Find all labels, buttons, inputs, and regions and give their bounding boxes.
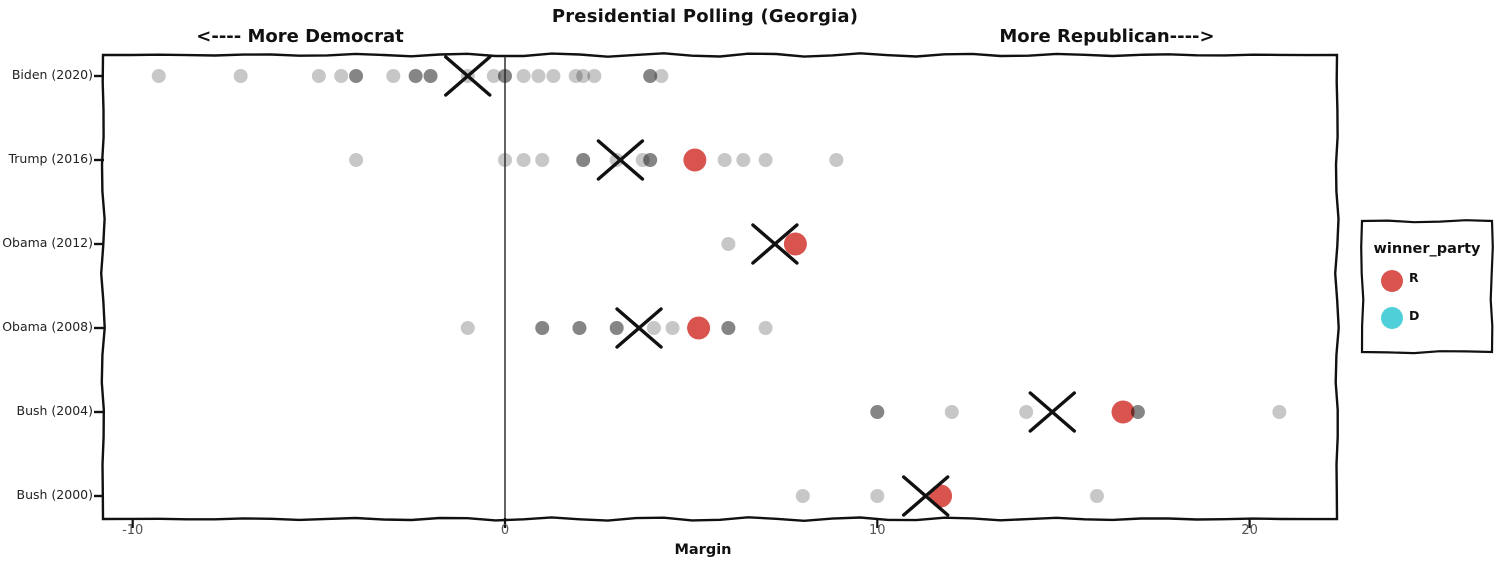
legend-swatch-d bbox=[1381, 307, 1403, 329]
annotation-more-republican: More Republican----> bbox=[999, 26, 1215, 47]
y-axis-label: Biden (2020) bbox=[11, 67, 93, 82]
legend-label-r: R bbox=[1409, 270, 1419, 285]
poll-dot bbox=[944, 405, 959, 419]
poll-dot bbox=[635, 153, 650, 167]
poll-average-x-marker bbox=[751, 223, 799, 265]
legend-label-d: D bbox=[1409, 308, 1420, 323]
legend-title: winner_party bbox=[1373, 241, 1481, 257]
poll-dot bbox=[386, 69, 401, 83]
poll-dot bbox=[576, 153, 591, 167]
poll-dot bbox=[408, 69, 423, 83]
poll-dot bbox=[1272, 405, 1287, 419]
y-axis-label: Bush (2000) bbox=[16, 487, 93, 502]
poll-average-x-marker bbox=[901, 475, 950, 517]
chart-title: Presidential Polling (Georgia) bbox=[551, 6, 859, 27]
x-axis-tick-label: 0 bbox=[500, 523, 510, 538]
y-axis-label: Obama (2008) bbox=[2, 319, 93, 334]
poll-dot bbox=[334, 69, 349, 83]
poll-dot bbox=[1019, 405, 1034, 419]
x-axis-tick-label: -10 bbox=[122, 523, 144, 538]
poll-dot bbox=[758, 321, 773, 335]
poll-average-x-marker bbox=[615, 307, 663, 349]
poll-dot bbox=[576, 69, 591, 83]
poll-dot bbox=[1089, 489, 1104, 503]
poll-dot bbox=[535, 153, 550, 167]
poll-dot bbox=[516, 69, 531, 83]
poll-dot bbox=[643, 153, 658, 167]
result-dot bbox=[1111, 400, 1135, 424]
poll-dot bbox=[486, 69, 501, 83]
poll-average-x-marker bbox=[596, 139, 645, 181]
y-axis-label: Obama (2012) bbox=[2, 235, 93, 250]
poll-dot bbox=[349, 69, 364, 83]
poll-dot bbox=[349, 153, 364, 167]
poll-dot bbox=[829, 153, 844, 167]
result-dot bbox=[683, 148, 707, 172]
poll-dot bbox=[643, 69, 658, 83]
result-dot bbox=[687, 316, 711, 340]
poll-dot bbox=[609, 321, 624, 335]
y-axis-label: Bush (2004) bbox=[16, 403, 93, 418]
poll-dot bbox=[423, 69, 438, 83]
x-axis-title: Margin bbox=[674, 542, 732, 558]
poll-dot bbox=[721, 321, 736, 335]
poll-dot bbox=[721, 237, 736, 251]
poll-dot bbox=[516, 153, 531, 167]
poll-dot bbox=[460, 321, 475, 335]
poll-dot bbox=[654, 69, 669, 83]
poll-dot bbox=[535, 321, 550, 335]
poll-dot bbox=[587, 69, 602, 83]
annotation-more-democrat: <---- More Democrat bbox=[196, 26, 404, 47]
poll-dot bbox=[665, 321, 680, 335]
poll-dot bbox=[311, 69, 326, 83]
poll-average-x-marker bbox=[444, 55, 492, 97]
result-dot bbox=[783, 232, 807, 256]
y-axis-label: Trump (2016) bbox=[8, 151, 93, 166]
legend-swatch-r bbox=[1381, 270, 1403, 292]
poll-dot bbox=[151, 69, 166, 83]
poll-dot bbox=[758, 153, 773, 167]
poll-dot bbox=[531, 69, 546, 83]
poll-average-x-marker bbox=[1028, 391, 1076, 433]
x-axis-tick-label: 10 bbox=[869, 523, 886, 538]
poll-dot bbox=[233, 69, 248, 83]
poll-dot bbox=[870, 405, 885, 419]
poll-dot bbox=[736, 153, 751, 167]
poll-dot bbox=[646, 321, 661, 335]
plot-frame bbox=[99, 52, 1340, 523]
poll-dot bbox=[546, 69, 561, 83]
x-axis-tick-label: 20 bbox=[1241, 523, 1258, 538]
poll-dot bbox=[609, 153, 624, 167]
poll-dot bbox=[572, 321, 587, 335]
poll-dot bbox=[717, 153, 732, 167]
poll-dot bbox=[568, 69, 583, 83]
poll-dot bbox=[795, 489, 810, 503]
poll-dot bbox=[870, 489, 885, 503]
poll-dot bbox=[1130, 405, 1145, 419]
